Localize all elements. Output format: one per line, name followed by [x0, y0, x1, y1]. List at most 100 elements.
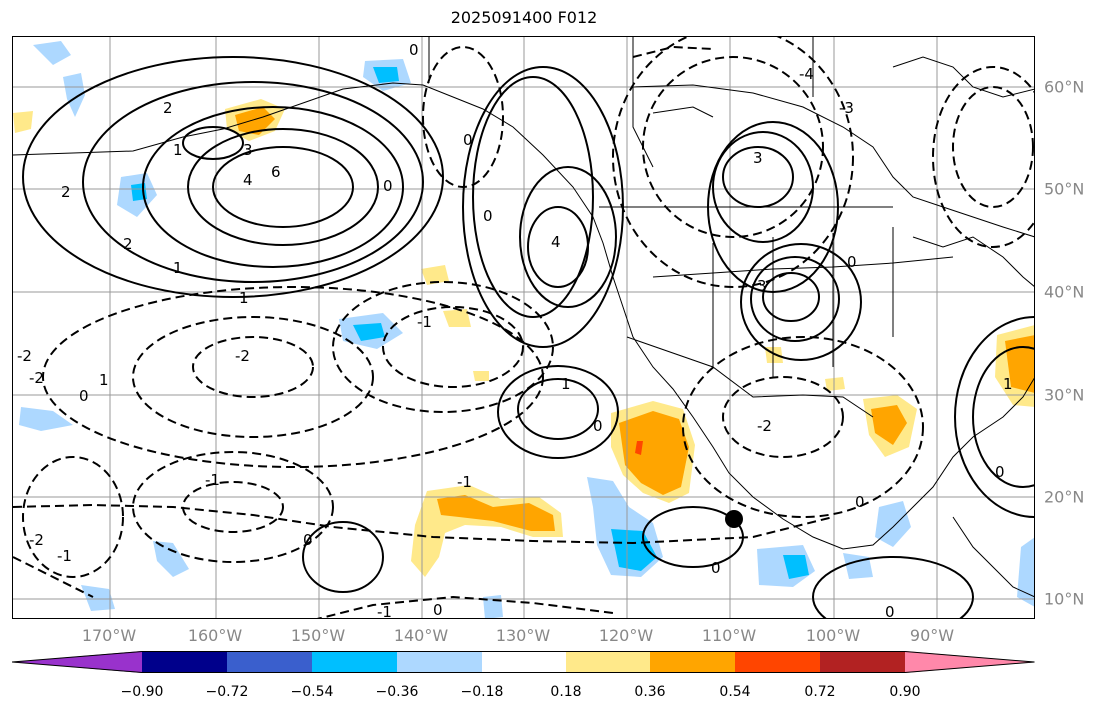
lat-label: 10°N — [1044, 589, 1085, 609]
colorbar-tick: 0.36 — [634, 684, 666, 700]
contour-label: 6 — [271, 163, 281, 181]
contour-label: 0 — [847, 253, 857, 271]
colorbar-segment — [735, 651, 820, 673]
shade-orange — [437, 495, 555, 531]
shade-blue-light — [843, 553, 873, 579]
contour-label: 3 — [757, 277, 767, 295]
shade-orange — [871, 405, 907, 445]
contour-label: 4 — [243, 171, 253, 189]
lon-label: 100°W — [805, 626, 861, 645]
colorbar-segment — [142, 651, 227, 673]
lon-label: 170°W — [81, 626, 137, 645]
colorbar-segment — [905, 651, 1035, 673]
contour-label: 1 — [173, 141, 183, 159]
lat-label: 20°N — [1044, 487, 1085, 507]
contour-label: 1 — [239, 289, 249, 307]
contour-label: 1 — [561, 375, 571, 393]
colorbar-tick: −0.36 — [375, 684, 419, 700]
shade-blue-light — [875, 501, 911, 547]
lon-label: 110°W — [701, 626, 757, 645]
contour-label: -2 — [17, 347, 32, 365]
shade-blue-light — [81, 585, 115, 611]
lon-label: 90°W — [909, 626, 955, 645]
contour-label: 4 — [551, 233, 561, 251]
lon-label: 130°W — [495, 626, 551, 645]
contours-positive — [22, 56, 1034, 618]
contour-label: 0 — [593, 417, 603, 435]
colorbar-segment — [566, 651, 650, 673]
coastlines — [13, 37, 1034, 598]
contour-label: -3 — [839, 99, 854, 117]
colorbar-tick: 0.72 — [804, 684, 836, 700]
shade-orange — [1005, 335, 1034, 393]
contour-label: -1 — [205, 471, 220, 489]
shade-blue — [783, 555, 809, 579]
gridlines — [13, 37, 1034, 618]
lat-label: 30°N — [1044, 385, 1085, 405]
contour-label: -2 — [29, 369, 44, 387]
contour-label: 1 — [1003, 375, 1013, 393]
shade-yellow — [443, 309, 471, 327]
colorbar-segment — [397, 651, 482, 673]
contour-label: -2 — [29, 531, 44, 549]
lon-label: 120°W — [598, 626, 654, 645]
lon-label: 160°W — [187, 626, 243, 645]
lat-label: 40°N — [1044, 282, 1085, 302]
contour-label: 1 — [99, 371, 109, 389]
colorbar-tick: 0.90 — [889, 684, 921, 700]
storm-position-marker — [725, 510, 743, 528]
shading-layer — [13, 41, 1034, 618]
contour-label: 3 — [753, 149, 763, 167]
map-canvas: 0 1 2 3 4 6 1 1 2 2 0 0 0 4 3 3 -4 -3 0 … — [13, 37, 1034, 619]
colorbar-tick: −0.54 — [290, 684, 334, 700]
contour-label: 0 — [383, 177, 393, 195]
colorbar-segment — [227, 651, 312, 673]
colorbar-tick: −0.18 — [460, 684, 504, 700]
contour-label: 0 — [885, 603, 895, 619]
colorbar-tick: 0.54 — [719, 684, 751, 700]
contour-label: 0 — [433, 601, 443, 619]
lon-label: 140°W — [393, 626, 449, 645]
shade-blue-light — [33, 41, 71, 65]
colorbar-tick: −0.90 — [120, 684, 164, 700]
contour-label: 2 — [61, 183, 71, 201]
contour-label: -2 — [757, 417, 772, 435]
lon-label: 150°W — [290, 626, 346, 645]
colorbar-segment — [650, 651, 735, 673]
contour-label: -1 — [57, 547, 72, 565]
contour-label: -2 — [235, 347, 250, 365]
contour-label: 2 — [163, 99, 173, 117]
colorbar — [12, 651, 1035, 673]
contour-label: -1 — [457, 473, 472, 491]
colorbar-segment — [482, 651, 566, 673]
colorbar-segment — [12, 651, 142, 673]
contour-label: 0 — [79, 387, 89, 405]
shade-yellow — [473, 371, 489, 381]
shade-yellow — [13, 111, 33, 133]
colorbar-segment — [312, 651, 397, 673]
contour-label: 1 — [173, 259, 183, 277]
colorbar-outline — [12, 651, 1035, 673]
contour-label: 0 — [711, 559, 721, 577]
shade-red — [635, 441, 643, 455]
contour-label: 0 — [995, 463, 1005, 481]
shade-yellow — [421, 265, 449, 285]
shade-blue-light — [1017, 537, 1034, 607]
lat-label: 50°N — [1044, 179, 1085, 199]
contour-label: 0 — [409, 41, 419, 59]
contours-negative — [13, 37, 1034, 618]
shade-blue-light — [63, 73, 85, 117]
shade-yellow — [825, 377, 845, 391]
contour-label: 0 — [303, 531, 313, 549]
map-panel: 0 1 2 3 4 6 1 1 2 2 0 0 0 4 3 3 -4 -3 0 … — [12, 36, 1035, 619]
contour-label: -1 — [377, 603, 392, 619]
contour-label: 0 — [855, 493, 865, 511]
map-title: 2025091400 F012 — [450, 8, 598, 27]
contour-label: 0 — [483, 207, 493, 225]
shade-orange — [235, 107, 275, 135]
colorbar-tick: 0.18 — [550, 684, 582, 700]
colorbar-segment — [820, 651, 905, 673]
contour-label: 3 — [243, 141, 253, 159]
shade-blue — [611, 529, 657, 571]
contour-label: 2 — [123, 235, 133, 253]
